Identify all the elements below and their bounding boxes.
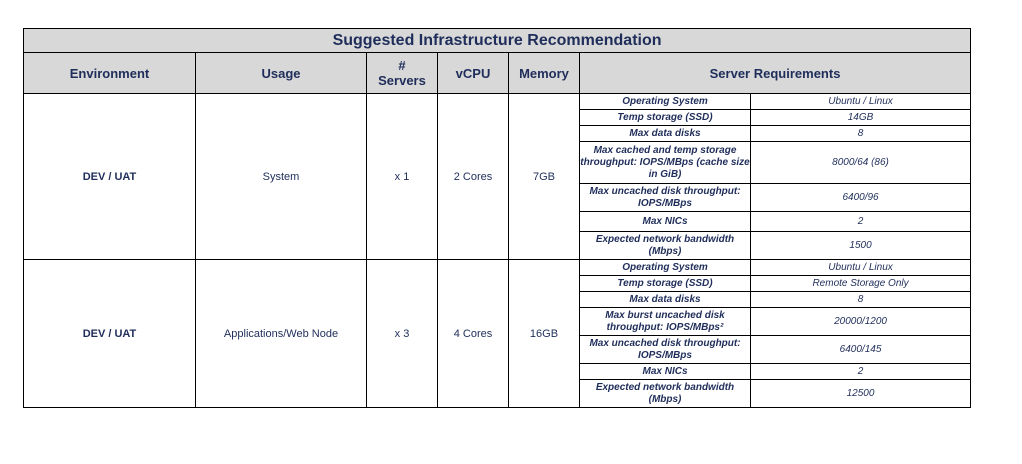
header-usage: Usage xyxy=(195,52,367,94)
requirement-label: Temp storage (SSD) xyxy=(579,275,751,292)
header-vcpu: vCPU xyxy=(437,52,509,94)
usage-cell: Applications/Web Node xyxy=(195,259,367,408)
requirement-label: Expected network bandwidth (Mbps) xyxy=(579,379,751,408)
requirement-value: 8000/64 (86) xyxy=(749,141,972,184)
requirement-value: 6400/145 xyxy=(749,335,972,364)
servers-cell: x 3 xyxy=(366,259,438,408)
environment-cell: DEV / UAT xyxy=(23,93,196,260)
table-row: Temp storage (SSD) 14GB xyxy=(24,109,972,126)
infrastructure-table: Suggested Infrastructure Recommendation … xyxy=(22,28,972,408)
header-server-requirements: Server Requirements xyxy=(578,52,972,94)
table-row: Max burst uncached disk throughput: IOPS… xyxy=(24,307,972,336)
memory-cell: 16GB xyxy=(508,259,580,408)
requirement-label: Operating System xyxy=(579,93,751,110)
requirement-value: 6400/96 xyxy=(749,183,972,212)
table-title: Suggested Infrastructure Recommendation xyxy=(22,28,972,53)
infrastructure-table-container: Suggested Infrastructure Recommendation … xyxy=(22,28,972,435)
requirement-label: Max cached and temp storage throughput: … xyxy=(579,141,751,184)
requirement-label: Max data disks xyxy=(579,125,751,142)
table-row: Max uncached disk throughput: IOPS/MBps … xyxy=(24,183,972,212)
vcpu-cell: 4 Cores xyxy=(437,259,509,408)
requirement-label: Expected network bandwidth (Mbps) xyxy=(579,231,751,260)
requirement-label: Max burst uncached disk throughput: IOPS… xyxy=(579,307,751,336)
usage-cell: System xyxy=(195,93,367,260)
servers-cell: x 1 xyxy=(366,93,438,260)
table-row: Expected network bandwidth (Mbps) 1500 xyxy=(24,231,972,260)
requirement-label: Operating System xyxy=(579,259,751,276)
memory-cell: 7GB xyxy=(508,93,580,260)
table-row: Max NICs 2 xyxy=(24,211,972,232)
requirement-value: 8 xyxy=(749,291,972,308)
requirement-value: 1500 xyxy=(749,231,972,260)
table-row: DEV / UAT Applications/Web Node x 3 4 Co… xyxy=(23,259,972,408)
requirement-label: Temp storage (SSD) xyxy=(579,109,751,126)
requirement-value: 14GB xyxy=(749,109,972,126)
requirement-value: Ubuntu / Linux xyxy=(749,93,972,110)
requirement-value: 2 xyxy=(749,211,972,232)
header-environment: Environment xyxy=(23,52,196,94)
requirement-value: 20000/1200 xyxy=(749,307,972,336)
table-row: Max uncached disk throughput: IOPS/MBps … xyxy=(24,335,972,364)
header-servers: # Servers xyxy=(366,52,438,94)
requirement-label: Max NICs xyxy=(579,363,751,380)
requirement-value: Ubuntu / Linux xyxy=(749,259,972,276)
header-memory: Memory xyxy=(508,52,580,94)
table-row: Max cached and temp storage throughput: … xyxy=(24,141,972,184)
vcpu-cell: 2 Cores xyxy=(437,93,509,260)
requirement-label: Max uncached disk throughput: IOPS/MBps xyxy=(579,183,751,212)
requirement-label: Max data disks xyxy=(579,291,751,308)
requirement-value: 8 xyxy=(749,125,972,142)
requirement-label: Max uncached disk throughput: IOPS/MBps xyxy=(579,335,751,364)
requirement-value: Remote Storage Only xyxy=(749,275,972,292)
table-row: DEV / UAT System x 1 2 Cores 7GB Operati… xyxy=(23,93,972,260)
environment-cell: DEV / UAT xyxy=(23,259,196,408)
requirement-value: 2 xyxy=(749,363,972,380)
requirement-label: Max NICs xyxy=(579,211,751,232)
table-row: Expected network bandwidth (Mbps) 12500 xyxy=(24,379,972,408)
requirement-value: 12500 xyxy=(749,379,972,408)
table-row: Max data disks 8 xyxy=(24,125,972,142)
